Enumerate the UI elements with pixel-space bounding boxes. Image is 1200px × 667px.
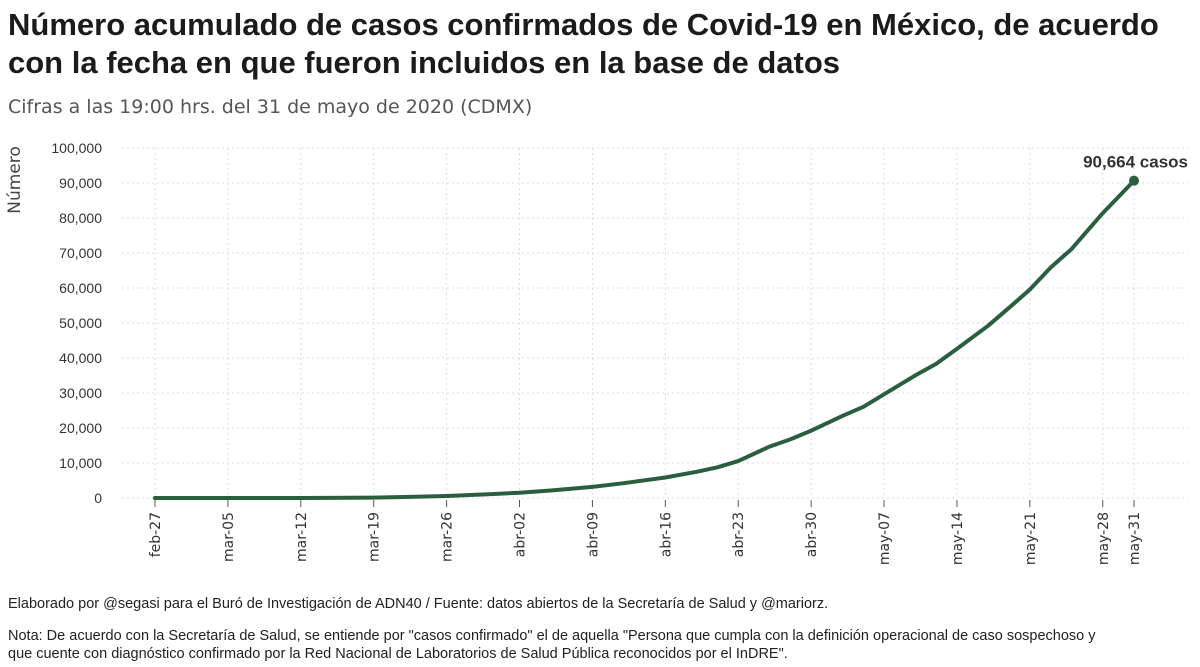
- x-tick-label: mar-26: [440, 512, 456, 562]
- y-tick-label: 40,000: [59, 350, 102, 366]
- y-tick-label: 10,000: [59, 455, 102, 471]
- x-tick-label: may-28: [1096, 512, 1112, 565]
- x-tick-label: abr-02: [513, 512, 529, 557]
- footer-credit: Elaborado por @segasi para el Buró de In…: [8, 596, 829, 612]
- x-tick-label: mar-12: [294, 512, 310, 562]
- chart-title: Número acumulado de casos confirmados de…: [8, 7, 1159, 80]
- last-point-label: 90,664 casos: [1083, 153, 1188, 172]
- y-tick-label: 100,000: [51, 140, 102, 156]
- chart-subtitle: Cifras a las 19:00 hrs. del 31 de mayo d…: [8, 96, 533, 118]
- x-tick-label: abr-16: [658, 512, 674, 557]
- x-tick-label: feb-27: [148, 512, 164, 557]
- x-tick-label: mar-19: [367, 512, 383, 562]
- y-tick-label: 30,000: [59, 385, 102, 401]
- x-tick-label: may-14: [950, 512, 966, 565]
- x-tick-label: abr-23: [731, 512, 747, 557]
- x-tick-label: mar-05: [221, 512, 237, 562]
- y-tick-label: 0: [94, 490, 102, 506]
- x-tick-label: may-21: [1023, 512, 1039, 565]
- y-tick-label: 50,000: [59, 315, 102, 331]
- y-tick-label: 70,000: [59, 245, 102, 261]
- x-tick-label: may-07: [877, 512, 893, 565]
- y-axis-label: Número: [5, 146, 25, 214]
- x-tick-label: abr-09: [585, 512, 601, 557]
- last-point-marker: [1129, 175, 1139, 186]
- y-tick-label: 20,000: [59, 420, 102, 436]
- footer-note: Nota: De acuerdo con la Secretaría de Sa…: [8, 628, 1096, 662]
- series-line: [153, 178, 1136, 500]
- y-tick-label: 80,000: [59, 210, 102, 226]
- x-tick-label: may-31: [1127, 512, 1143, 565]
- x-tick-label: abr-30: [804, 512, 820, 557]
- line-chart: 0 10,000 20,000 30,000 40,000 50,000 60,000 70,…: [5, 140, 1188, 565]
- y-tick-label: 90,000: [59, 175, 102, 191]
- y-tick-label: 60,000: [59, 280, 102, 296]
